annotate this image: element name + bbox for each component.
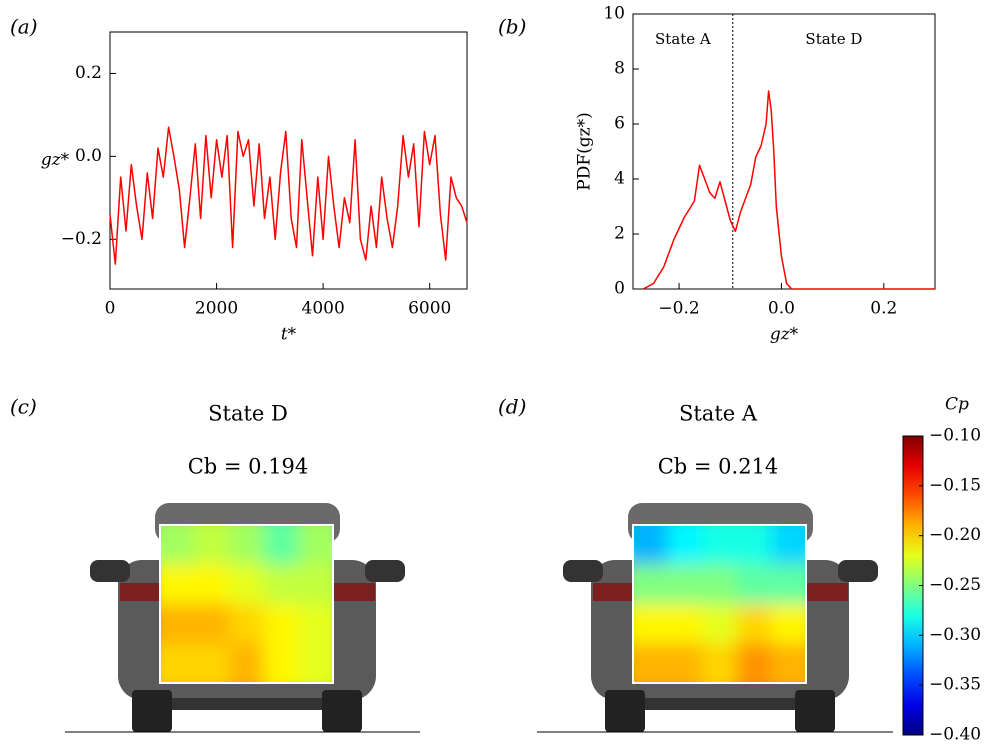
heatmap-cell [298, 525, 333, 565]
colorbar-tick-label: −0.15 [929, 475, 981, 495]
x-tick-label: −0.2 [658, 299, 699, 319]
y-axis-label: gz* [41, 150, 70, 170]
heatmap-cell [194, 604, 230, 644]
y-axis-label: PDF(gz*) [575, 112, 595, 190]
plot-frame [109, 31, 468, 290]
heatmap-cell [263, 604, 299, 644]
panel-title: State D [208, 402, 288, 426]
heatmap-cell [736, 525, 772, 565]
panel-subtitle: Cb = 0.194 [188, 455, 309, 479]
x-tick-label: 6000 [408, 299, 451, 319]
heatmap-cells [633, 525, 806, 683]
heatmap-cells [160, 525, 333, 683]
colorbar-tick-label: −0.10 [929, 426, 981, 446]
heatmap-cell [298, 564, 333, 605]
y-tick-label: 0.0 [75, 146, 102, 166]
annotation: State D [805, 30, 862, 48]
heatmap-cell [229, 604, 265, 644]
heatmap-cell [667, 525, 703, 565]
heatmap-cell [194, 643, 230, 683]
x-tick-label: 0.2 [870, 299, 897, 319]
heatmap-cell [667, 564, 703, 605]
heatmap [633, 525, 806, 683]
heatmap-cell [263, 643, 299, 683]
panel-title: State A [679, 402, 758, 426]
x-tick-label: 2000 [195, 299, 238, 319]
heatmap-cell [160, 643, 196, 683]
heatmap [160, 525, 333, 683]
x-tick-label: 0 [105, 299, 116, 319]
y-tick-label: 2 [614, 224, 625, 244]
y-tick-label: 0.2 [75, 63, 102, 83]
heatmap-cell [633, 525, 669, 565]
heatmap-cell [702, 604, 738, 644]
heatmap-cell [667, 604, 703, 644]
panel-subtitle: Cb = 0.214 [658, 455, 779, 479]
heatmap-border [159, 524, 334, 684]
heatmap-cell [194, 564, 230, 605]
heatmap-cell [298, 604, 333, 644]
panel-label: (a) [10, 15, 38, 39]
heatmap-cell [633, 564, 669, 605]
heatmap-cell [702, 564, 738, 605]
panel-label: (d) [498, 395, 526, 419]
panel-label: (b) [498, 15, 526, 39]
heatmap-cell [160, 604, 196, 644]
annotation: State A [655, 30, 711, 48]
y-tick-label: −0.2 [61, 229, 102, 249]
heatmap-cell [736, 604, 772, 644]
heatmap-cell [702, 643, 738, 683]
colorbar-tick-label: −0.35 [929, 675, 981, 695]
heatmap-cell [194, 525, 230, 565]
heatmap-cell [667, 643, 703, 683]
heatmap-cell [263, 525, 299, 565]
plot-frame [632, 13, 936, 290]
x-tick-label: 4000 [302, 299, 345, 319]
y-tick-label: 8 [614, 59, 625, 79]
heatmap-cell [633, 604, 669, 644]
x-tick-label: 0.0 [768, 299, 795, 319]
colorbar-tick-label: −0.40 [929, 725, 981, 745]
x-axis-label: t* [281, 325, 297, 345]
heatmap-cell [229, 564, 265, 605]
heatmap-cell [229, 643, 265, 683]
heatmap-cell [298, 643, 333, 683]
heatmap-cell [702, 525, 738, 565]
heatmap-cell [263, 564, 299, 605]
heatmap-cell [771, 525, 806, 565]
colorbar-label: Cp [945, 395, 969, 415]
y-tick-label: 4 [614, 169, 625, 189]
colorbar-tick-label: −0.20 [929, 525, 981, 545]
panel-label: (c) [10, 395, 37, 419]
x-axis-label: gz* [770, 325, 799, 345]
heatmap-cell [771, 604, 806, 644]
colorbar-tick-label: −0.25 [929, 575, 981, 595]
heatmap-cell [229, 525, 265, 565]
heatmap-cell [771, 643, 806, 683]
y-tick-label: 6 [614, 114, 625, 134]
colorbar-tick-label: −0.30 [929, 625, 981, 645]
heatmap-cell [633, 643, 669, 683]
heatmap-cell [771, 564, 806, 605]
y-tick-label: 10 [603, 4, 625, 24]
heatmap-cell [160, 564, 196, 605]
y-tick-label: 0 [614, 279, 625, 299]
data-line [642, 90, 935, 290]
heatmap-cell [736, 643, 772, 683]
data-line [109, 126, 468, 265]
heatmap-border [632, 524, 807, 684]
heatmap-cell [736, 564, 772, 605]
heatmap-cell [160, 525, 196, 565]
